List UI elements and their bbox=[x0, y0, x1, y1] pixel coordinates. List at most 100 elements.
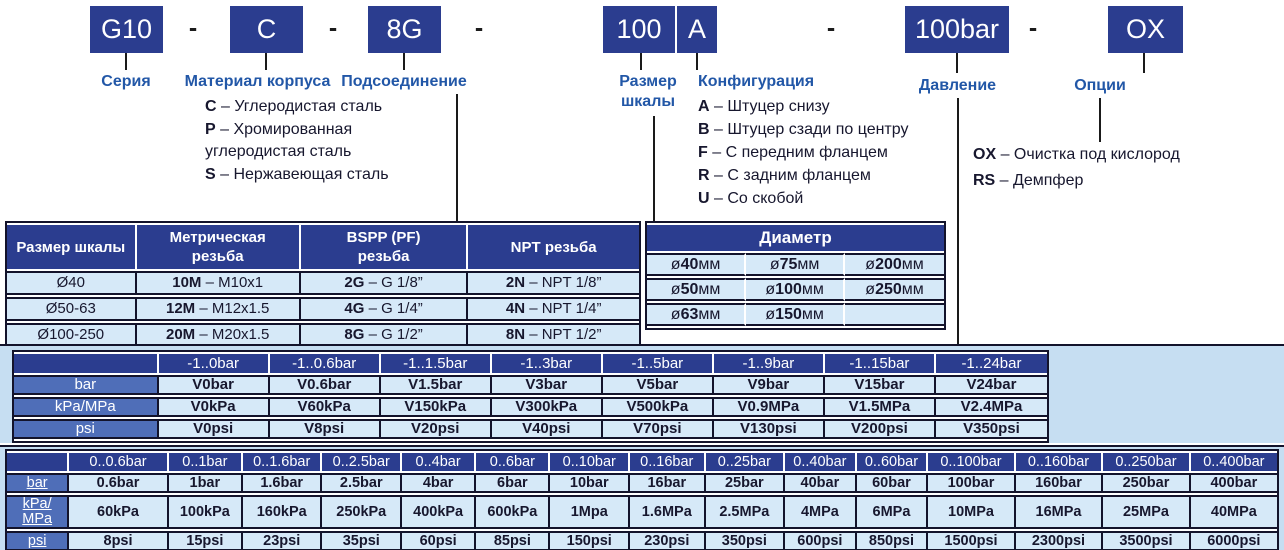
thread-table-header-cell: BSPP (PF) резьба bbox=[300, 225, 469, 269]
pressure-value-cell: 600psi bbox=[785, 531, 857, 550]
dial-connector-line bbox=[640, 53, 642, 70]
material-item: S – Нержавеющая сталь bbox=[205, 166, 389, 183]
option-item: RS – Демпфер bbox=[973, 172, 1084, 189]
vacuum-value-cell: V2.4MPa bbox=[935, 397, 1047, 417]
vacuum-unit-label-cell: psi bbox=[14, 419, 159, 439]
diameter-row: ø63мм ø150мм bbox=[647, 303, 944, 326]
code-separator: - bbox=[474, 14, 484, 42]
thread-table: Размер шкалы Метрическая резьба BSPP (PF) … bbox=[7, 223, 639, 349]
diameter-cell: ø50мм bbox=[647, 278, 747, 301]
pressure-value-cell: 1500psi bbox=[928, 531, 1016, 550]
thread-table-row: Ø100-250 20M – M20x1.5 8G – G 1/2” 8N – NPT… bbox=[7, 323, 639, 347]
pressure-table-line bbox=[957, 98, 959, 344]
pressure-range-cell: 0..400bar bbox=[1190, 453, 1277, 471]
pressure-value-cell: 60psi bbox=[402, 531, 477, 550]
dial-table-line bbox=[653, 116, 655, 221]
range-row: bar V0bar V0.6bar V1.5bar V3bar V5bar V9bar V15… bbox=[14, 375, 1047, 395]
options-list: OX – Очистка под кислород RS – Демпфер bbox=[973, 142, 1253, 194]
vacuum-value-cell: V0psi bbox=[158, 419, 270, 439]
diameter-cell: ø200мм bbox=[845, 253, 944, 276]
thread-table-row: Ø50-63 12M – M12x1.5 4G – G 1/4” 4N – NPT 1… bbox=[7, 297, 639, 321]
vacuum-range-cell: -1..3bar bbox=[491, 354, 603, 373]
pressure-value-cell: 8psi bbox=[69, 531, 169, 550]
vacuum-value-cell: V1.5MPa bbox=[824, 397, 936, 417]
vacuum-value-cell: V24bar bbox=[935, 375, 1047, 395]
material-code-box: C bbox=[230, 6, 303, 53]
vacuum-value-cell: V0bar bbox=[158, 375, 270, 395]
pressure-range-cell: 0..160bar bbox=[1015, 453, 1104, 471]
vacuum-range-cell: -1..15bar bbox=[824, 354, 936, 373]
connection-table-line bbox=[456, 94, 458, 221]
range-row: kPa/ MPa 60kPa 100kPa 160kPa 250kPa 400kPa 600… bbox=[7, 495, 1277, 529]
pressure-value-cell: 23psi bbox=[242, 531, 323, 550]
range-row: kPa/MPa V0kPa V60kPa V150kPa V300kPa V500kPa V… bbox=[14, 397, 1047, 417]
vacuum-value-cell: V70psi bbox=[602, 419, 714, 439]
thread-table-header-cell: Размер шкалы bbox=[7, 225, 137, 269]
options-label: Опции bbox=[1074, 77, 1126, 94]
range-row: psi V0psi V8psi V20psi V40psi V70psi V130psi V2… bbox=[14, 419, 1047, 439]
configuration-code-box: A bbox=[677, 6, 717, 53]
pressure-value-cell: 85psi bbox=[476, 531, 551, 550]
pressure-label: Давление bbox=[918, 77, 997, 94]
vacuum-value-cell: V20psi bbox=[380, 419, 492, 439]
pressure-range-cell: 0..60bar bbox=[856, 453, 929, 471]
pressure-value-cell: 230psi bbox=[630, 531, 706, 550]
series-label: Серия bbox=[101, 73, 151, 90]
configuration-item: B – Штуцер сзади по центру bbox=[698, 121, 909, 138]
pressure-value-cell: 2.5MPa bbox=[705, 495, 786, 529]
range-row: bar 0.6bar 1bar 1.6bar 2.5bar 4bar 6bar 10bar 16… bbox=[7, 473, 1277, 493]
pressure-value-cell: 160bar bbox=[1015, 473, 1104, 493]
vacuum-unit-label-cell: kPa/MPa bbox=[14, 397, 159, 417]
thread-code-cell: 8G – G 1/2” bbox=[300, 323, 469, 347]
vacuum-value-cell: V9bar bbox=[713, 375, 825, 395]
vacuum-value-cell: V8psi bbox=[269, 419, 381, 439]
range-header-row: -1..0bar -1..0.6bar -1..1.5bar -1..3bar -1..… bbox=[14, 354, 1047, 373]
vacuum-value-cell: V200psi bbox=[824, 419, 936, 439]
pressure-connector-line bbox=[956, 53, 958, 73]
pressure-range-cell: 0..2.5bar bbox=[322, 453, 403, 471]
code-separator: - bbox=[826, 14, 836, 42]
vacuum-band: -1..0bar -1..0.6bar -1..1.5bar -1..3bar -1..… bbox=[0, 344, 1284, 443]
configuration-item: F – С передним фланцем bbox=[698, 144, 888, 161]
pressure-value-cell: 6000psi bbox=[1190, 531, 1277, 550]
connection-label: Подсоединение bbox=[341, 73, 467, 90]
vacuum-value-cell: V40psi bbox=[491, 419, 603, 439]
configuration-label: Конфигурация bbox=[698, 73, 815, 90]
vacuum-value-cell: V5bar bbox=[602, 375, 714, 395]
thread-table-row: Ø40 10M – M10x1 2G – G 1/8” 2N – NPT 1/8” bbox=[7, 271, 639, 295]
vacuum-range-cell: -1..0.6bar bbox=[269, 354, 381, 373]
pressure-unit-label-cell: psi bbox=[7, 531, 70, 550]
diameter-cell: ø100мм bbox=[746, 278, 846, 301]
pressure-range-cell: 0..40bar bbox=[785, 453, 857, 471]
diameter-title-cell: Диаметр bbox=[647, 225, 944, 251]
diameter-cell: ø150мм bbox=[746, 303, 846, 326]
pressure-value-cell: 350psi bbox=[705, 531, 786, 550]
thread-table-frame: Размер шкалы Метрическая резьба BSPP (PF) … bbox=[5, 221, 641, 351]
vacuum-unit-label-cell: bar bbox=[14, 375, 159, 395]
pressure-value-cell: 10bar bbox=[550, 473, 631, 493]
pressure-value-cell: 6bar bbox=[476, 473, 551, 493]
dial-size-code-box: 100 bbox=[603, 6, 675, 53]
code-separator: - bbox=[328, 14, 338, 42]
vacuum-value-cell: V15bar bbox=[824, 375, 936, 395]
thread-code-cell: 12M – M12x1.5 bbox=[136, 297, 301, 321]
vacuum-value-cell: V0.6bar bbox=[269, 375, 381, 395]
vacuum-table-frame: -1..0bar -1..0.6bar -1..1.5bar -1..3bar -1..… bbox=[12, 350, 1049, 443]
vacuum-value-cell: V1.5bar bbox=[380, 375, 492, 395]
diameter-header-row: Диаметр bbox=[647, 225, 944, 251]
series-connector-line bbox=[125, 53, 127, 70]
pressure-value-cell: 1.6MPa bbox=[630, 495, 706, 529]
vacuum-value-cell: V150kPa bbox=[380, 397, 492, 417]
pressure-range-cell: 0..25bar bbox=[705, 453, 786, 471]
material-list: C – Углеродистая сталь P – Хромированная … bbox=[205, 96, 440, 187]
pressure-value-cell: 4bar bbox=[402, 473, 477, 493]
pressure-value-cell: 2300psi bbox=[1015, 531, 1104, 550]
pressure-code-box: 100bar bbox=[905, 6, 1009, 53]
options-list-line bbox=[1099, 98, 1101, 142]
option-item: OX – Очистка под кислород bbox=[973, 146, 1180, 163]
connection-code-box: 8G bbox=[368, 6, 441, 53]
vacuum-range-cell: -1..5bar bbox=[602, 354, 714, 373]
pressure-value-cell: 600kPa bbox=[476, 495, 551, 529]
pressure-value-cell: 850psi bbox=[856, 531, 929, 550]
